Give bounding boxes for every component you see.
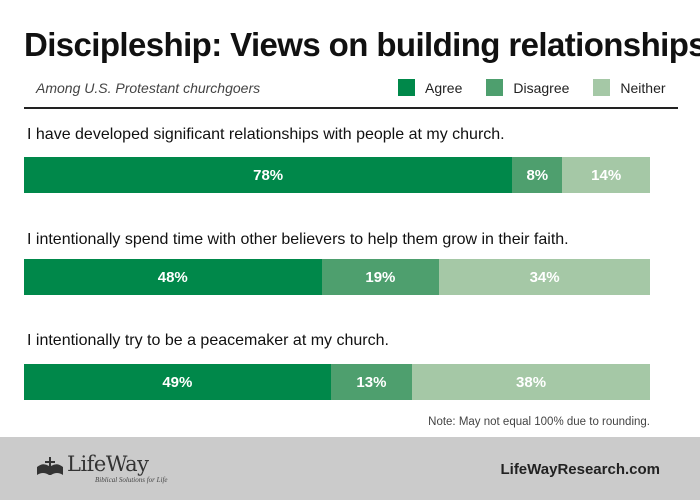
data-label-agree-1: 78% [253, 166, 284, 184]
data-label-disagree-3: 13% [356, 373, 387, 391]
bar-segment-disagree-2: 19% [321, 259, 440, 295]
question-label-1: I have developed significant relationshi… [27, 126, 505, 143]
bar-segment-agree-2: 48% [24, 259, 322, 295]
legend-label-neither: Neither [620, 79, 666, 96]
lifeway-logo: LifeWay Biblical Solutions for Life [36, 453, 168, 484]
legend-label-disagree: Disagree [513, 79, 570, 96]
chart-title: Discipleship: Views on building relation… [24, 26, 700, 63]
website-link[interactable]: LifeWayResearch.com [500, 461, 660, 478]
stacked-bar-1: 78% 8% 14% [24, 157, 650, 193]
bar-segment-neither-2: 34% [439, 259, 650, 295]
bar-segment-neither-1: 14% [562, 157, 650, 193]
bar-segment-agree-3: 49% [24, 364, 331, 400]
question-label-3: I intentionally try to be a peacemaker a… [27, 332, 389, 349]
legend-item-disagree: Disagree [486, 79, 569, 96]
legend-swatch-disagree [486, 79, 504, 96]
data-label-agree-3: 49% [162, 373, 193, 391]
legend: Agree Disagree Neither [398, 79, 666, 96]
legend-label-agree: Agree [425, 79, 463, 96]
chart-subtitle: Among U.S. Protestant churchgoers [36, 80, 261, 96]
stacked-bar-3: 49% 13% 38% [24, 364, 650, 400]
bar-segment-disagree-1: 8% [512, 157, 563, 193]
legend-item-neither: Neither [593, 79, 666, 96]
data-label-neither-3: 38% [516, 373, 547, 391]
rounding-note: Note: May not equal 100% due to rounding… [428, 416, 650, 428]
title-divider [24, 107, 678, 109]
question-label-2: I intentionally spend time with other be… [27, 231, 569, 248]
footer: LifeWay Biblical Solutions for Life Life… [0, 437, 700, 500]
bar-segment-disagree-3: 13% [330, 364, 413, 400]
logo-name: LifeWay [67, 452, 149, 476]
data-label-disagree-1: 8% [526, 166, 549, 184]
stacked-bar-2: 48% 19% 34% [24, 259, 650, 295]
legend-swatch-neither [593, 79, 611, 96]
lifeway-cross-book-icon [37, 457, 63, 475]
bar-segment-neither-3: 38% [412, 364, 650, 400]
logo-tagline: Biblical Solutions for Life [95, 476, 168, 484]
bar-segment-agree-1: 78% [24, 157, 513, 193]
legend-item-agree: Agree [398, 79, 462, 96]
data-label-neither-1: 14% [591, 166, 622, 184]
data-label-agree-2: 48% [157, 268, 188, 286]
data-label-neither-2: 34% [529, 268, 560, 286]
legend-swatch-agree [398, 79, 415, 96]
data-label-disagree-2: 19% [365, 268, 396, 286]
